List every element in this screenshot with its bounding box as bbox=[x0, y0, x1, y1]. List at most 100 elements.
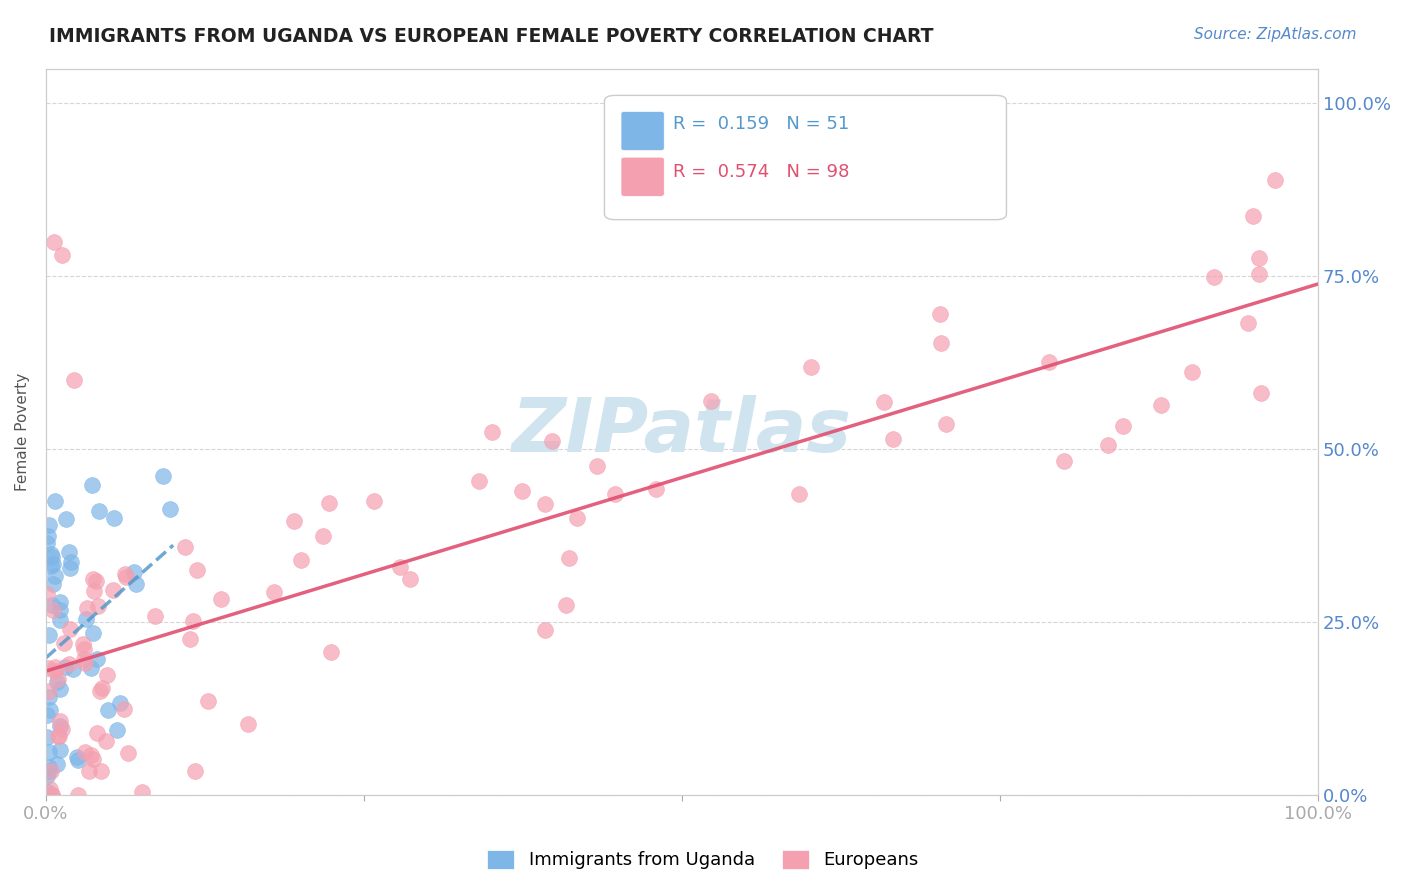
Point bbox=[82, 572, 104, 586]
Point bbox=[800, 359, 823, 374]
Point bbox=[318, 496, 340, 510]
Point bbox=[510, 484, 533, 499]
Text: IMMIGRANTS FROM UGANDA VS EUROPEAN FEMALE POVERTY CORRELATION CHART: IMMIGRANTS FROM UGANDA VS EUROPEAN FEMAL… bbox=[49, 27, 934, 45]
Point bbox=[103, 511, 125, 525]
Point bbox=[481, 425, 503, 440]
Point bbox=[38, 518, 60, 533]
Point bbox=[59, 561, 82, 575]
Point bbox=[37, 536, 59, 550]
Point bbox=[1264, 172, 1286, 186]
Point bbox=[787, 487, 810, 501]
Point bbox=[565, 511, 588, 525]
Point bbox=[114, 566, 136, 581]
Point bbox=[86, 726, 108, 740]
Point bbox=[58, 545, 80, 559]
Point bbox=[76, 601, 98, 615]
Point bbox=[37, 661, 59, 675]
Text: R =  0.159   N = 51: R = 0.159 N = 51 bbox=[673, 115, 849, 134]
Point bbox=[41, 599, 63, 613]
Point bbox=[42, 235, 65, 249]
Point bbox=[55, 511, 77, 525]
Point bbox=[46, 672, 69, 686]
Point bbox=[89, 764, 111, 779]
Point bbox=[399, 573, 422, 587]
Point bbox=[38, 760, 60, 774]
Point bbox=[38, 684, 60, 698]
Point bbox=[52, 635, 75, 649]
FancyBboxPatch shape bbox=[605, 95, 1007, 219]
Point bbox=[80, 660, 103, 674]
Point bbox=[468, 474, 491, 488]
Point bbox=[80, 477, 103, 491]
Point bbox=[67, 788, 90, 802]
Point bbox=[882, 432, 904, 446]
Point bbox=[1150, 398, 1173, 412]
Point bbox=[86, 651, 108, 665]
Point bbox=[605, 486, 627, 500]
Point bbox=[73, 656, 96, 670]
Point bbox=[174, 540, 197, 554]
Point bbox=[44, 494, 66, 508]
Point bbox=[77, 764, 100, 779]
Point bbox=[44, 664, 66, 678]
Point bbox=[1237, 316, 1260, 330]
Point bbox=[38, 703, 60, 717]
Point bbox=[49, 603, 72, 617]
Point bbox=[236, 717, 259, 731]
Point bbox=[62, 373, 84, 387]
Y-axis label: Female Poverty: Female Poverty bbox=[15, 373, 30, 491]
Point bbox=[44, 568, 66, 582]
Point bbox=[39, 547, 62, 561]
Point bbox=[89, 684, 111, 698]
Point bbox=[62, 662, 84, 676]
Point bbox=[555, 598, 578, 612]
Point bbox=[290, 553, 312, 567]
Point bbox=[48, 743, 70, 757]
Point bbox=[86, 574, 108, 588]
Point bbox=[143, 609, 166, 624]
Text: Source: ZipAtlas.com: Source: ZipAtlas.com bbox=[1194, 27, 1357, 42]
Point bbox=[46, 757, 69, 772]
Point bbox=[41, 550, 63, 565]
Point bbox=[94, 733, 117, 747]
Point bbox=[42, 577, 65, 591]
Point bbox=[558, 550, 581, 565]
Text: R =  0.574   N = 98: R = 0.574 N = 98 bbox=[673, 163, 849, 181]
Point bbox=[83, 584, 105, 599]
Point bbox=[197, 694, 219, 708]
Point bbox=[66, 753, 89, 767]
Point bbox=[1249, 251, 1271, 265]
Point bbox=[97, 703, 120, 717]
Point bbox=[209, 592, 232, 607]
Point bbox=[928, 308, 950, 322]
Point bbox=[935, 417, 957, 432]
Point bbox=[534, 497, 557, 511]
Point bbox=[48, 729, 70, 743]
Point bbox=[388, 559, 411, 574]
Text: ZIPatlas: ZIPatlas bbox=[512, 395, 852, 468]
Point bbox=[873, 395, 896, 409]
Point bbox=[533, 623, 555, 637]
Point bbox=[183, 764, 205, 779]
Point bbox=[39, 559, 62, 574]
Point bbox=[72, 637, 94, 651]
Point bbox=[122, 565, 145, 579]
Point bbox=[112, 702, 135, 716]
Point bbox=[41, 788, 63, 802]
Point bbox=[117, 747, 139, 761]
Point bbox=[1038, 355, 1060, 369]
Point bbox=[700, 394, 723, 409]
Point bbox=[51, 722, 73, 736]
Point bbox=[105, 723, 128, 737]
Point bbox=[49, 681, 72, 696]
Point bbox=[42, 557, 65, 571]
Point bbox=[1250, 385, 1272, 400]
Point bbox=[49, 613, 72, 627]
Point bbox=[37, 708, 59, 723]
Point bbox=[38, 764, 60, 778]
Point bbox=[75, 611, 97, 625]
Point bbox=[96, 668, 118, 682]
Point bbox=[319, 645, 342, 659]
Point bbox=[49, 714, 72, 728]
Point bbox=[44, 660, 66, 674]
